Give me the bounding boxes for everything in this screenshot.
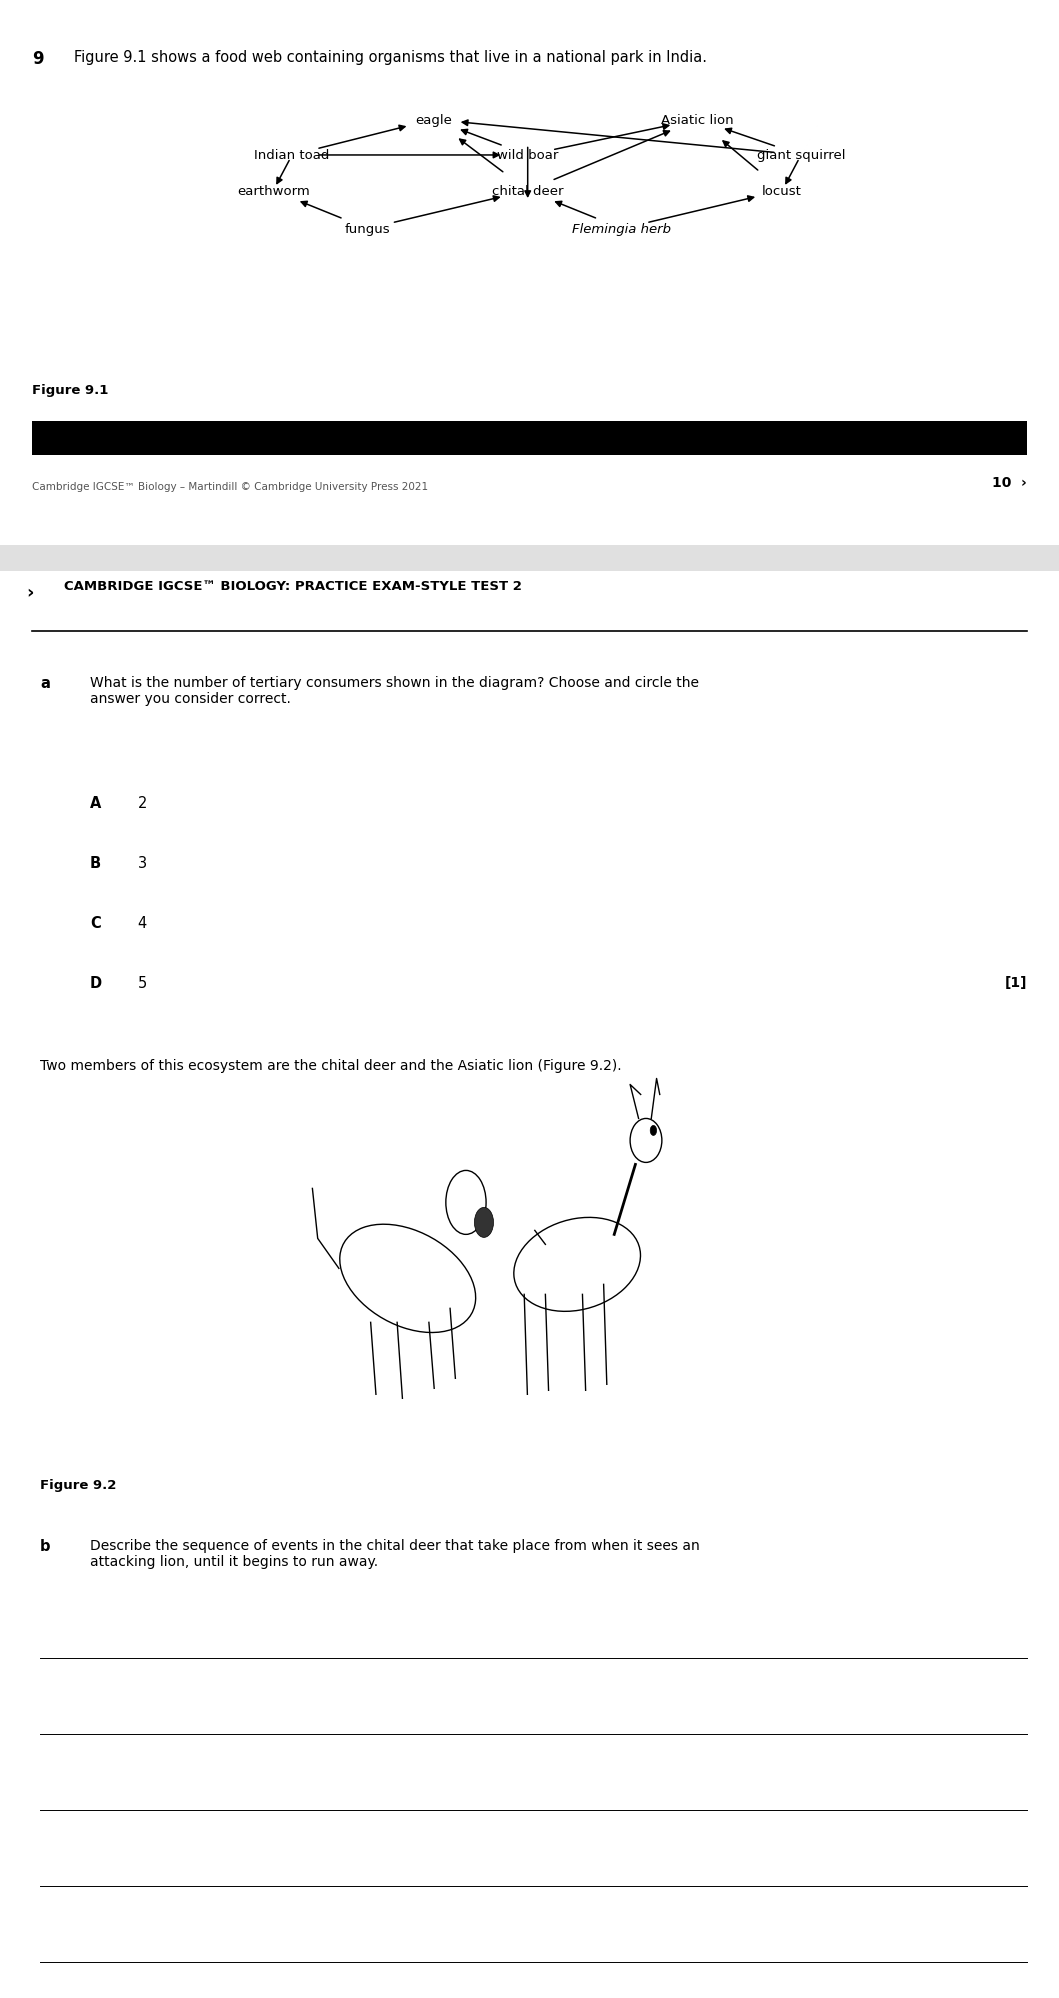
Text: earthworm: earthworm (237, 186, 309, 198)
Text: CAMBRIDGE IGCSE™ BIOLOGY: PRACTICE EXAM-STYLE TEST 2: CAMBRIDGE IGCSE™ BIOLOGY: PRACTICE EXAM-… (64, 579, 521, 593)
Text: 3: 3 (138, 855, 147, 871)
Text: Indian toad: Indian toad (254, 150, 329, 162)
Bar (0, 545, 1059, 571)
Ellipse shape (474, 1207, 493, 1237)
Text: Figure 9.2: Figure 9.2 (40, 1479, 116, 1493)
Text: b: b (40, 1538, 51, 1554)
Text: D: D (90, 975, 102, 991)
Ellipse shape (446, 1171, 486, 1235)
Text: 5: 5 (138, 975, 147, 991)
Text: giant squirrel: giant squirrel (757, 150, 845, 162)
Text: Asiatic lion: Asiatic lion (661, 114, 734, 126)
Text: B: B (90, 855, 102, 871)
Text: chital deer: chital deer (492, 186, 563, 198)
Text: Flemingia herb: Flemingia herb (573, 224, 671, 236)
Bar (32, 422, 1027, 456)
Ellipse shape (650, 1127, 657, 1135)
Text: fungus: fungus (344, 224, 391, 236)
Text: What is the number of tertiary consumers shown in the diagram? Choose and circle: What is the number of tertiary consumers… (90, 675, 699, 705)
Ellipse shape (514, 1217, 641, 1313)
Text: ›: › (26, 583, 34, 601)
Text: a: a (40, 675, 50, 691)
Text: [1]: [1] (1005, 975, 1027, 989)
Text: 2: 2 (138, 795, 147, 811)
Ellipse shape (630, 1119, 662, 1163)
Text: Figure 9.1: Figure 9.1 (32, 384, 108, 398)
Text: 4: 4 (138, 915, 147, 931)
Text: Cambridge IGCSE™ Biology – Martindill © Cambridge University Press 2021: Cambridge IGCSE™ Biology – Martindill © … (32, 482, 428, 492)
Text: C: C (90, 915, 101, 931)
Text: wild boar: wild boar (497, 150, 558, 162)
Text: eagle: eagle (415, 114, 452, 126)
Text: locust: locust (762, 186, 802, 198)
Text: 10  ›: 10 › (992, 476, 1027, 490)
Ellipse shape (340, 1225, 475, 1333)
Text: Figure 9.1 shows a food web containing organisms that live in a national park in: Figure 9.1 shows a food web containing o… (74, 50, 707, 66)
Text: A: A (90, 795, 102, 811)
Text: 9: 9 (32, 50, 43, 68)
Text: Describe the sequence of events in the chital deer that take place from when it : Describe the sequence of events in the c… (90, 1538, 700, 1568)
Text: Two members of this ecosystem are the chital deer and the Asiatic lion (Figure 9: Two members of this ecosystem are the ch… (40, 1059, 622, 1073)
